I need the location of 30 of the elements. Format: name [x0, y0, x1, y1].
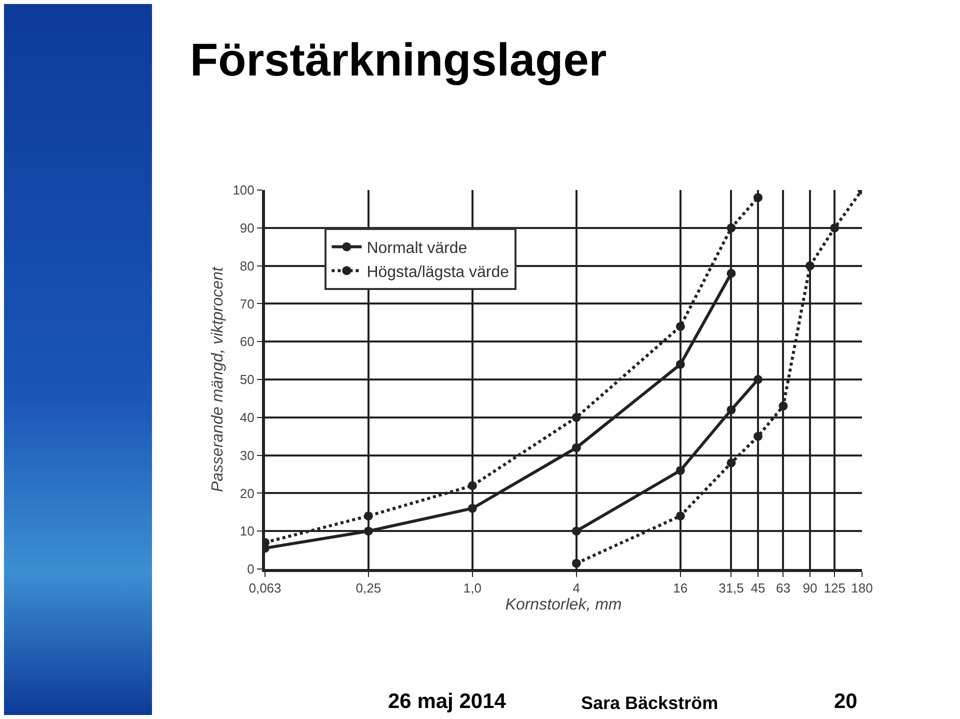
y-tick-label: 40 — [240, 410, 254, 425]
text: Sara Bäckström — [581, 693, 718, 713]
x-tick-label: 1,0 — [463, 580, 482, 596]
legend-label: Högsta/lägsta värde — [366, 264, 510, 281]
x-tick-label: 180 — [851, 580, 873, 596]
chart-title: Förstärkningslager — [190, 33, 607, 86]
y-tick-label: 10 — [240, 524, 254, 539]
legend-label: Normalt värde — [366, 240, 468, 258]
x-tick-label: 0,063 — [248, 580, 282, 596]
y-tick-label: 60 — [240, 334, 254, 350]
y-axis-title: Passerande mängd, viktprocent — [210, 266, 227, 492]
text: 26 maj 2014 — [388, 690, 506, 713]
y-tick-label: 80 — [240, 258, 254, 274]
y-tick-label: 30 — [240, 448, 254, 463]
y-tick-label: 100 — [232, 182, 254, 198]
x-tick-label: 63 — [776, 580, 790, 596]
y-tick-label: 0 — [247, 562, 254, 577]
x-tick-label: 125 — [824, 580, 846, 596]
x-tick-label: 90 — [802, 580, 818, 596]
x-tick-label: 31,5 — [718, 580, 744, 596]
x-tick-label: 45 — [750, 580, 766, 596]
x-tick-label: 0,25 — [356, 580, 382, 596]
x-axis-title: Kornstorlek, mm — [505, 596, 622, 614]
x-tick-label: 4 — [572, 580, 580, 596]
y-tick-label: 90 — [240, 220, 254, 236]
y-tick-label: 50 — [240, 372, 254, 388]
x-tick-label: 16 — [673, 580, 688, 596]
text: 20 — [834, 690, 858, 713]
y-tick-label: 20 — [240, 486, 254, 501]
y-tick-label: 70 — [240, 296, 254, 312]
